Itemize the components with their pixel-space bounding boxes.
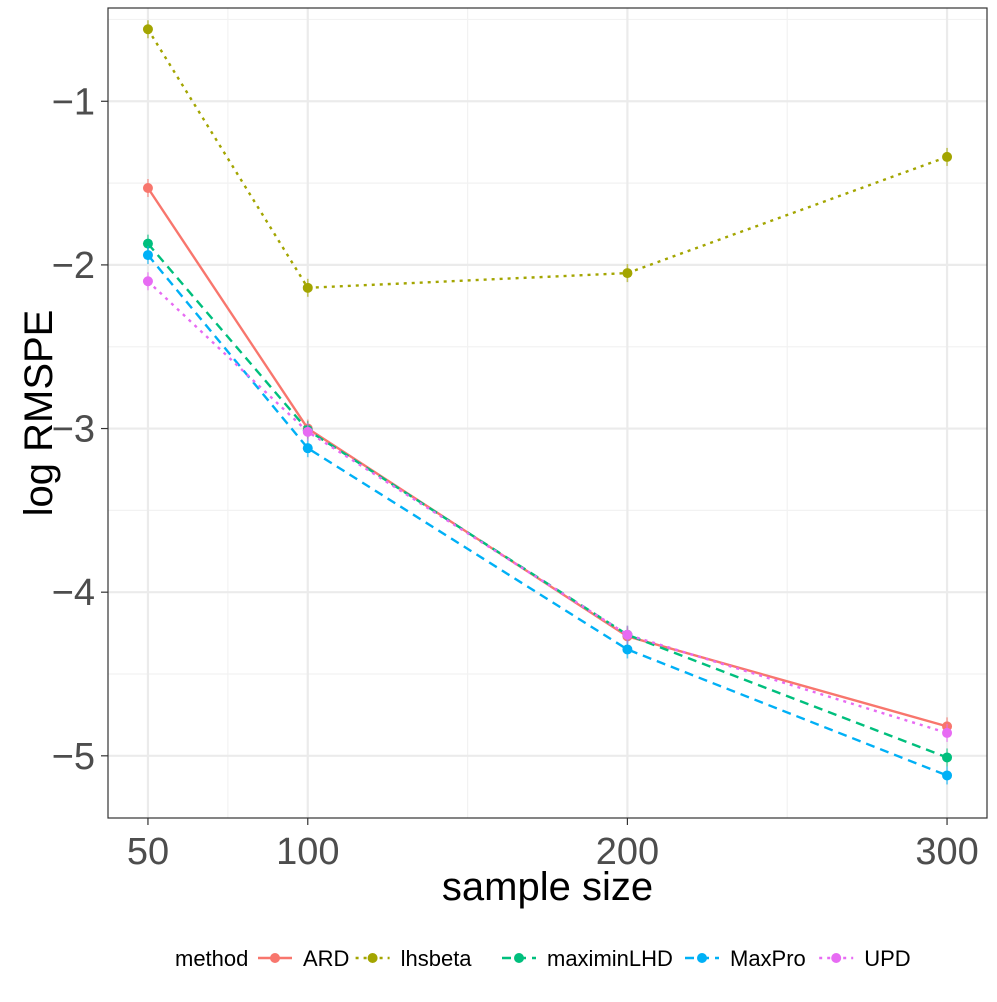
series-MaxPro <box>142 246 953 785</box>
series-line-maximinLHD <box>147 242 948 759</box>
legend-title: method <box>175 946 248 971</box>
panel-border <box>107 7 988 819</box>
data-point <box>302 426 313 437</box>
legend-key-point <box>367 953 378 963</box>
legend-item-maximinLHD: maximinLHD <box>502 946 673 971</box>
legend-label: ARD <box>303 946 349 971</box>
series-line-ARD <box>146 187 948 728</box>
y-tick-label: −1 <box>52 81 95 123</box>
data-point <box>622 644 633 655</box>
legend-label: lhsbeta <box>401 946 473 971</box>
data-point <box>302 282 313 293</box>
legend-label: maximinLHD <box>547 946 673 971</box>
data-point <box>942 151 953 162</box>
data-point <box>302 443 313 454</box>
data-point <box>142 250 153 261</box>
legend-key-point <box>514 953 524 963</box>
series-layer <box>142 20 953 785</box>
legend-key-point <box>697 953 707 963</box>
x-tick-label: 50 <box>127 831 169 873</box>
y-axis-title: log RMSPE <box>17 310 61 517</box>
series-lhsbeta <box>142 20 953 297</box>
legend-label: UPD <box>864 946 910 971</box>
grid <box>108 8 987 818</box>
data-point <box>622 268 633 279</box>
legend-item-lhsbeta: lhsbeta <box>355 946 473 971</box>
x-tick-label: 200 <box>596 831 659 873</box>
y-tick-label: −4 <box>52 572 95 614</box>
y-tick-label: −2 <box>52 245 95 287</box>
data-point <box>142 183 153 193</box>
data-point <box>142 24 153 35</box>
data-point <box>942 752 953 763</box>
data-point <box>622 629 633 640</box>
y-tick-label: −3 <box>52 409 95 451</box>
ticks: 50 100 200 300 −5 −4 −3 −2 −1 <box>52 81 979 873</box>
y-tick-label: −5 <box>52 736 95 778</box>
series-UPD <box>142 272 953 742</box>
data-point <box>942 727 953 738</box>
legend-item-MaxPro: MaxPro <box>685 946 806 971</box>
legend: method ARD lhsbeta maximinLHD MaxPro UPD <box>175 946 911 971</box>
x-tick-label: 100 <box>276 831 339 873</box>
x-tick-label: 300 <box>915 831 978 873</box>
data-point <box>142 276 153 287</box>
legend-key-point <box>270 953 280 963</box>
series-line-lhsbeta <box>146 28 948 290</box>
legend-item-ARD: ARD <box>258 946 349 971</box>
series-line-UPD <box>147 280 948 735</box>
x-axis-title: sample size <box>442 865 653 909</box>
series-ARD <box>142 179 953 736</box>
data-point <box>942 770 953 781</box>
series-maximinLHD <box>142 234 953 767</box>
data-point <box>142 238 153 249</box>
legend-item-UPD: UPD <box>819 946 911 971</box>
legend-key-point <box>831 953 842 963</box>
series-line-MaxPro <box>147 254 948 777</box>
legend-label: MaxPro <box>730 946 806 971</box>
